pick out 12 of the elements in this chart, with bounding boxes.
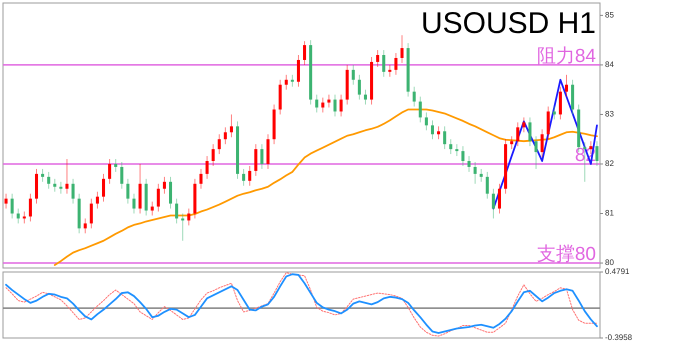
line-series (492, 78, 598, 210)
y-tick-label: 82 (605, 159, 614, 168)
y-tick-label: 80 (605, 258, 614, 268)
y-tick-label: 81 (605, 208, 614, 218)
y-tick-label: -0.3958 (605, 333, 633, 342)
y-tick-label: 84 (605, 60, 614, 70)
ref-line-label: 阻力84 (536, 46, 596, 67)
y-tick-label: 83 (605, 110, 614, 119)
chart-title: USOUSD H1 (420, 7, 596, 40)
y-tick-label: 85 (605, 10, 614, 20)
y-tick-label: 0.4791 (605, 267, 630, 276)
ref-line-label: 支撑80 (536, 244, 596, 266)
